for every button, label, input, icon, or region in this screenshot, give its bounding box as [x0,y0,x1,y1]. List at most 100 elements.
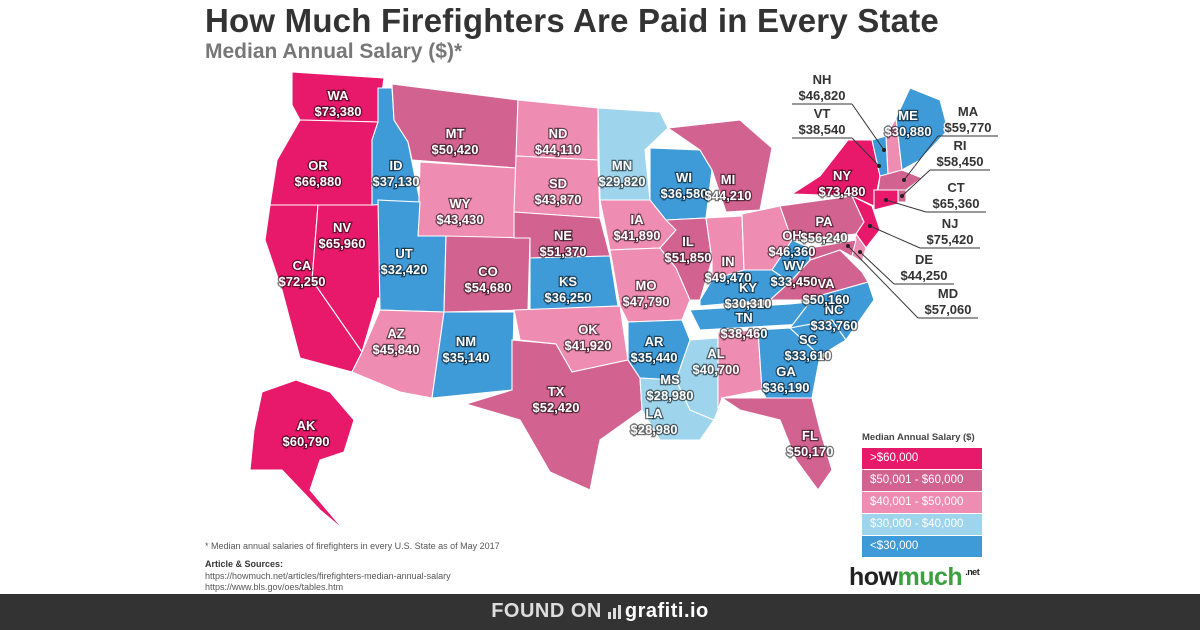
state-tx [464,339,643,491]
us-map: WA$73,380OR$66,880CA$72,250NV$65,960ID$3… [249,71,998,531]
state-code: KY [739,280,757,295]
state-salary: $65,960 [319,236,366,251]
state-label-al: AL$40,700 [691,345,741,379]
state-salary: $47,790 [623,294,670,309]
leader-line-ri [901,169,931,197]
state-label-mi: MI$44,210 [703,171,753,205]
leader-dot-nh [882,148,886,152]
leader-dot-ri [900,194,904,198]
state-label-tn: TN$38,460 [719,309,769,343]
state-salary: $49,470 [705,270,752,285]
state-code: PA [815,214,833,229]
logo-suffix: .net [965,567,980,577]
state-label-mn: MN$29,820 [597,157,647,191]
state-label-il: IL$51,850 [663,233,713,267]
state-code: IN [722,254,735,269]
state-code: SD [549,176,567,191]
state-code: VT [814,106,831,121]
source-link-bls[interactable]: https://www.bls.gov/oes/tables.htm [205,582,344,592]
leader-dot-vt [877,164,881,168]
state-code: MT [446,126,465,141]
source-link-howmuch[interactable]: https://howmuch.net/articles/firefighter… [205,571,451,581]
sources-title: Article & Sources: [205,559,284,569]
state-salary: $51,850 [665,250,712,265]
state-salary: $35,140 [443,350,490,365]
legend-item-50k-60k: $50,001 - $60,000 [862,470,982,491]
state-code: WI [676,170,692,185]
state-salary: $43,430 [437,212,484,227]
state-code: GA [776,364,796,379]
state-salary: $36,580 [661,186,708,201]
state-label-in: IN$49,470 [703,253,753,287]
state-label-ca: CA$72,250 [277,257,327,291]
state-code: KS [559,274,577,289]
state-code: AK [297,418,316,433]
state-code: ME [898,108,918,123]
footer-brand: grafiti.io [624,600,709,622]
state-code: MI [721,172,735,187]
state-label-fl: FL$50,170 [785,427,835,461]
state-code: IA [631,212,645,227]
logo-text-how: how [849,563,898,591]
state-label-la: LA$28,980 [629,405,679,439]
state-label-ar: AR$35,440 [629,333,679,367]
state-salary: $33,760 [811,318,858,333]
state-salary: $57,060 [925,302,972,317]
state-code: NM [456,334,476,349]
state-label-md: MD$57,060 [923,285,973,319]
state-salary: $50,420 [432,142,479,157]
state-code: ID [390,158,403,173]
leader-line-ct [885,199,927,213]
state-label-pa: PA$56,240 [799,213,849,247]
state-ma [877,169,924,191]
state-code: OH [782,228,802,243]
leader-dot-nj [868,224,872,228]
leader-line-nh [851,103,885,151]
page-subtitle: Median Annual Salary ($)* [205,40,463,63]
state-salary: $29,820 [599,174,646,189]
state-label-ok: OK$41,920 [563,321,613,355]
legend-item-under-30k: <$30,000 [862,536,982,557]
state-label-ct: CT$65,360 [931,179,981,213]
state-label-ga: GA$36,190 [761,363,811,397]
state-salary: $46,360 [769,244,816,259]
state-salary: $44,110 [535,142,581,157]
state-code: NE [554,228,572,243]
state-salary: $43,870 [535,192,582,207]
state-label-sd: SD$43,870 [533,175,583,209]
state-salary: $60,790 [283,434,330,449]
state-code: AR [645,334,664,349]
state-label-ks: KS$36,250 [543,273,593,307]
state-salary: $41,890 [614,228,661,243]
state-label-mt: MT$50,420 [430,125,480,159]
state-mi [666,119,773,213]
state-code: OR [308,158,328,173]
leader-dot-de [858,250,862,254]
state-salary: $28,980 [631,422,678,437]
state-label-nd: ND$44,110 [534,125,583,159]
state-label-de: DE$44,250 [899,251,949,285]
state-salary: $56,240 [801,230,848,245]
legend-item-30k-40k: $30,000 - $40,000 [862,514,982,535]
state-label-ne: NE$51,370 [538,227,588,261]
footer-text[interactable]: FOUND ON grafiti.io [0,600,1200,623]
state-code: MN [612,158,632,173]
state-salary: $30,310 [725,296,772,311]
howmuch-logo[interactable]: howmuch .net [849,563,980,592]
state-code: NJ [942,216,959,231]
state-code: FL [802,428,818,443]
leader-line-nj [869,225,921,249]
state-code: NV [333,220,351,235]
leader-dot-ma [902,178,906,182]
leader-line-de [859,251,895,285]
state-salary: $59,770 [945,120,992,135]
state-code: TX [548,384,565,399]
state-salary: $75,420 [927,232,974,247]
state-label-ak: AK$60,790 [281,417,331,451]
state-label-wi: WI$36,580 [659,169,709,203]
state-label-id: ID$37,130 [371,157,421,191]
state-label-ms: MS$28,980 [645,371,695,405]
state-label-nv: NV$65,960 [317,219,367,253]
state-code: CT [947,180,964,195]
footnote: * Median annual salaries of firefighters… [205,541,500,551]
